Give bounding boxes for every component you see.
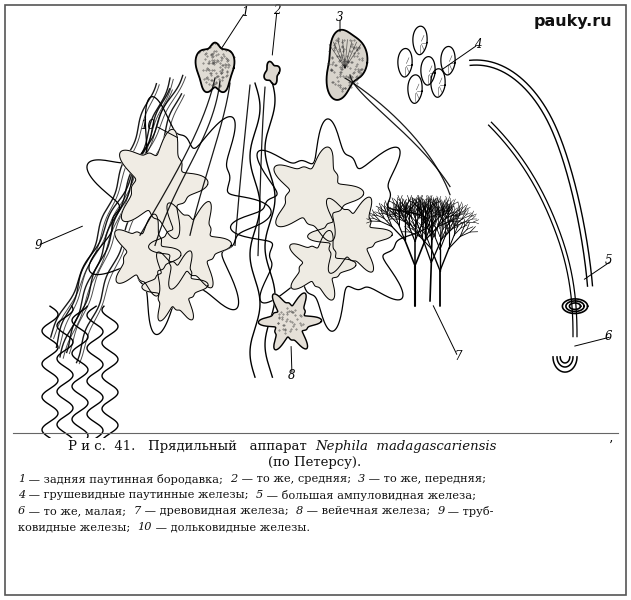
Text: 5: 5 xyxy=(256,490,263,500)
Polygon shape xyxy=(421,56,435,85)
Polygon shape xyxy=(148,202,232,289)
Text: 3: 3 xyxy=(358,474,365,484)
Text: — то же, малая;: — то же, малая; xyxy=(25,506,134,516)
Text: 2: 2 xyxy=(230,474,238,484)
Text: 7: 7 xyxy=(134,506,141,516)
Text: — вейечная железа;: — вейечная железа; xyxy=(303,506,437,516)
Polygon shape xyxy=(398,49,412,77)
Polygon shape xyxy=(441,46,455,75)
Text: — большая ампуловидная железа;: — большая ампуловидная железа; xyxy=(263,490,476,501)
Polygon shape xyxy=(120,130,208,239)
Text: — труб-: — труб- xyxy=(444,506,494,517)
Text: 8: 8 xyxy=(296,506,303,516)
Text: (по Петерсу).: (по Петерсу). xyxy=(268,456,362,469)
Polygon shape xyxy=(290,230,356,300)
Text: 6: 6 xyxy=(604,330,612,343)
Polygon shape xyxy=(87,97,271,335)
Text: 3: 3 xyxy=(336,11,344,24)
Text: 6: 6 xyxy=(18,506,25,516)
Text: 8: 8 xyxy=(288,368,296,382)
Polygon shape xyxy=(115,214,181,296)
Text: 7: 7 xyxy=(454,350,462,364)
Text: — дольковидные железы.: — дольковидные железы. xyxy=(152,522,310,532)
Polygon shape xyxy=(258,293,322,350)
Polygon shape xyxy=(196,43,235,92)
Text: — грушевидные паутинные железы;: — грушевидные паутинные железы; xyxy=(25,490,256,500)
Polygon shape xyxy=(230,119,430,331)
Text: 10: 10 xyxy=(141,119,155,132)
Text: pauky.ru: pauky.ru xyxy=(533,14,612,29)
Text: 4: 4 xyxy=(18,490,25,500)
Polygon shape xyxy=(264,62,280,85)
Polygon shape xyxy=(431,69,445,97)
Text: — задняя паутинная бородавка;: — задняя паутинная бородавка; xyxy=(25,474,230,485)
Polygon shape xyxy=(142,251,208,321)
Text: 9: 9 xyxy=(437,506,444,516)
Polygon shape xyxy=(413,26,427,55)
Text: — то же, передняя;: — то же, передняя; xyxy=(365,474,487,484)
Text: 5: 5 xyxy=(604,254,612,267)
Polygon shape xyxy=(308,197,392,274)
Text: ’: ’ xyxy=(608,440,612,453)
Text: 1: 1 xyxy=(241,5,249,19)
Text: — то же, средняя;: — то же, средняя; xyxy=(238,474,358,484)
Text: Nephila  madagascariensis: Nephila madagascariensis xyxy=(315,440,497,453)
Text: 1: 1 xyxy=(18,474,25,484)
Text: — древовидная железа;: — древовидная железа; xyxy=(141,506,296,516)
Text: ковидные железы;: ковидные железы; xyxy=(18,522,138,532)
Polygon shape xyxy=(408,75,422,103)
Polygon shape xyxy=(274,147,363,241)
Text: 10: 10 xyxy=(138,522,152,532)
Text: 2: 2 xyxy=(273,4,281,17)
Polygon shape xyxy=(327,30,367,100)
Text: Р и с.  41.   Прядильный   аппарат: Р и с. 41. Прядильный аппарат xyxy=(68,440,315,453)
Text: 9: 9 xyxy=(34,239,42,252)
Text: 4: 4 xyxy=(475,38,481,51)
